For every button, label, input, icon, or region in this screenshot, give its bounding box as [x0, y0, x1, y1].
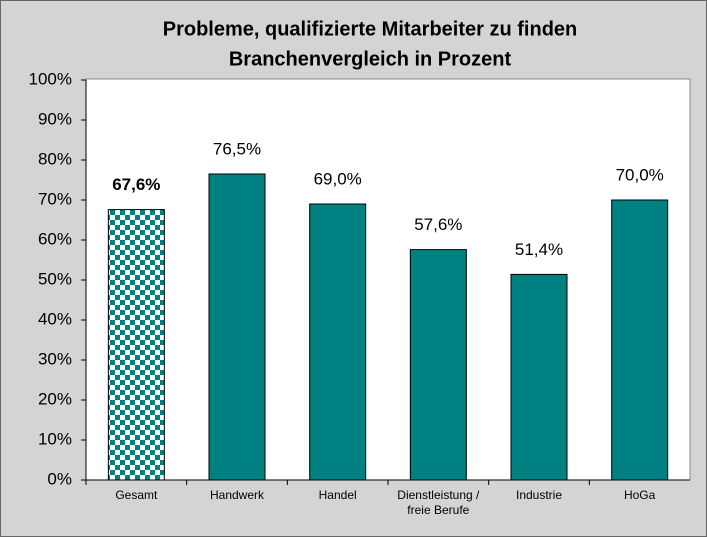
y-tick-label: 60% [38, 229, 72, 248]
value-label: 51,4% [515, 240, 563, 259]
value-label: 70,0% [616, 165, 664, 184]
y-tick-label: 100% [29, 69, 72, 88]
y-tick-label: 90% [38, 109, 72, 128]
value-label: 67,6% [112, 175, 160, 194]
y-tick-label: 40% [38, 309, 72, 328]
x-tick-label-box: HoGa [623, 488, 656, 502]
x-tick-label-box: Dienstleistung / freie Berufe [397, 488, 480, 517]
x-tick-label-box: Handel [318, 488, 357, 502]
x-tick-label: Gesamt [115, 488, 158, 502]
y-tick-label: 80% [38, 149, 72, 168]
plot-area [85, 78, 691, 481]
value-label: 76,5% [213, 139, 261, 158]
chart-subtitle: Branchenvergleich in Prozent [229, 48, 512, 70]
bar [309, 203, 367, 481]
value-label: 57,6% [414, 215, 462, 234]
value-label: 69,0% [314, 169, 362, 188]
bar [107, 209, 165, 481]
x-tick-label-box: Gesamt [115, 488, 158, 502]
y-tick-label: 30% [38, 349, 72, 368]
x-tick-label: Dienstleistung / freie Berufe [397, 488, 480, 517]
x-tick-label: Handwerk [209, 488, 265, 502]
x-tick-label-box: Industrie [515, 488, 563, 502]
y-tick-label: 20% [38, 389, 72, 408]
x-tick-label: Handel [318, 488, 357, 502]
x-tick-label-box: Handwerk [209, 488, 265, 502]
y-tick-label: 0% [47, 469, 72, 488]
y-tick-label: 70% [38, 189, 72, 208]
bar [611, 199, 669, 481]
y-tick-label: 10% [38, 429, 72, 448]
bar [409, 249, 467, 481]
y-tick-label: 50% [38, 269, 72, 288]
chart-title: Probleme, qualifizierte Mitarbeiter zu f… [163, 18, 578, 40]
bar [510, 273, 568, 481]
x-tick-label: Industrie [515, 488, 563, 502]
bar [208, 173, 266, 481]
x-tick-label: HoGa [623, 488, 656, 502]
